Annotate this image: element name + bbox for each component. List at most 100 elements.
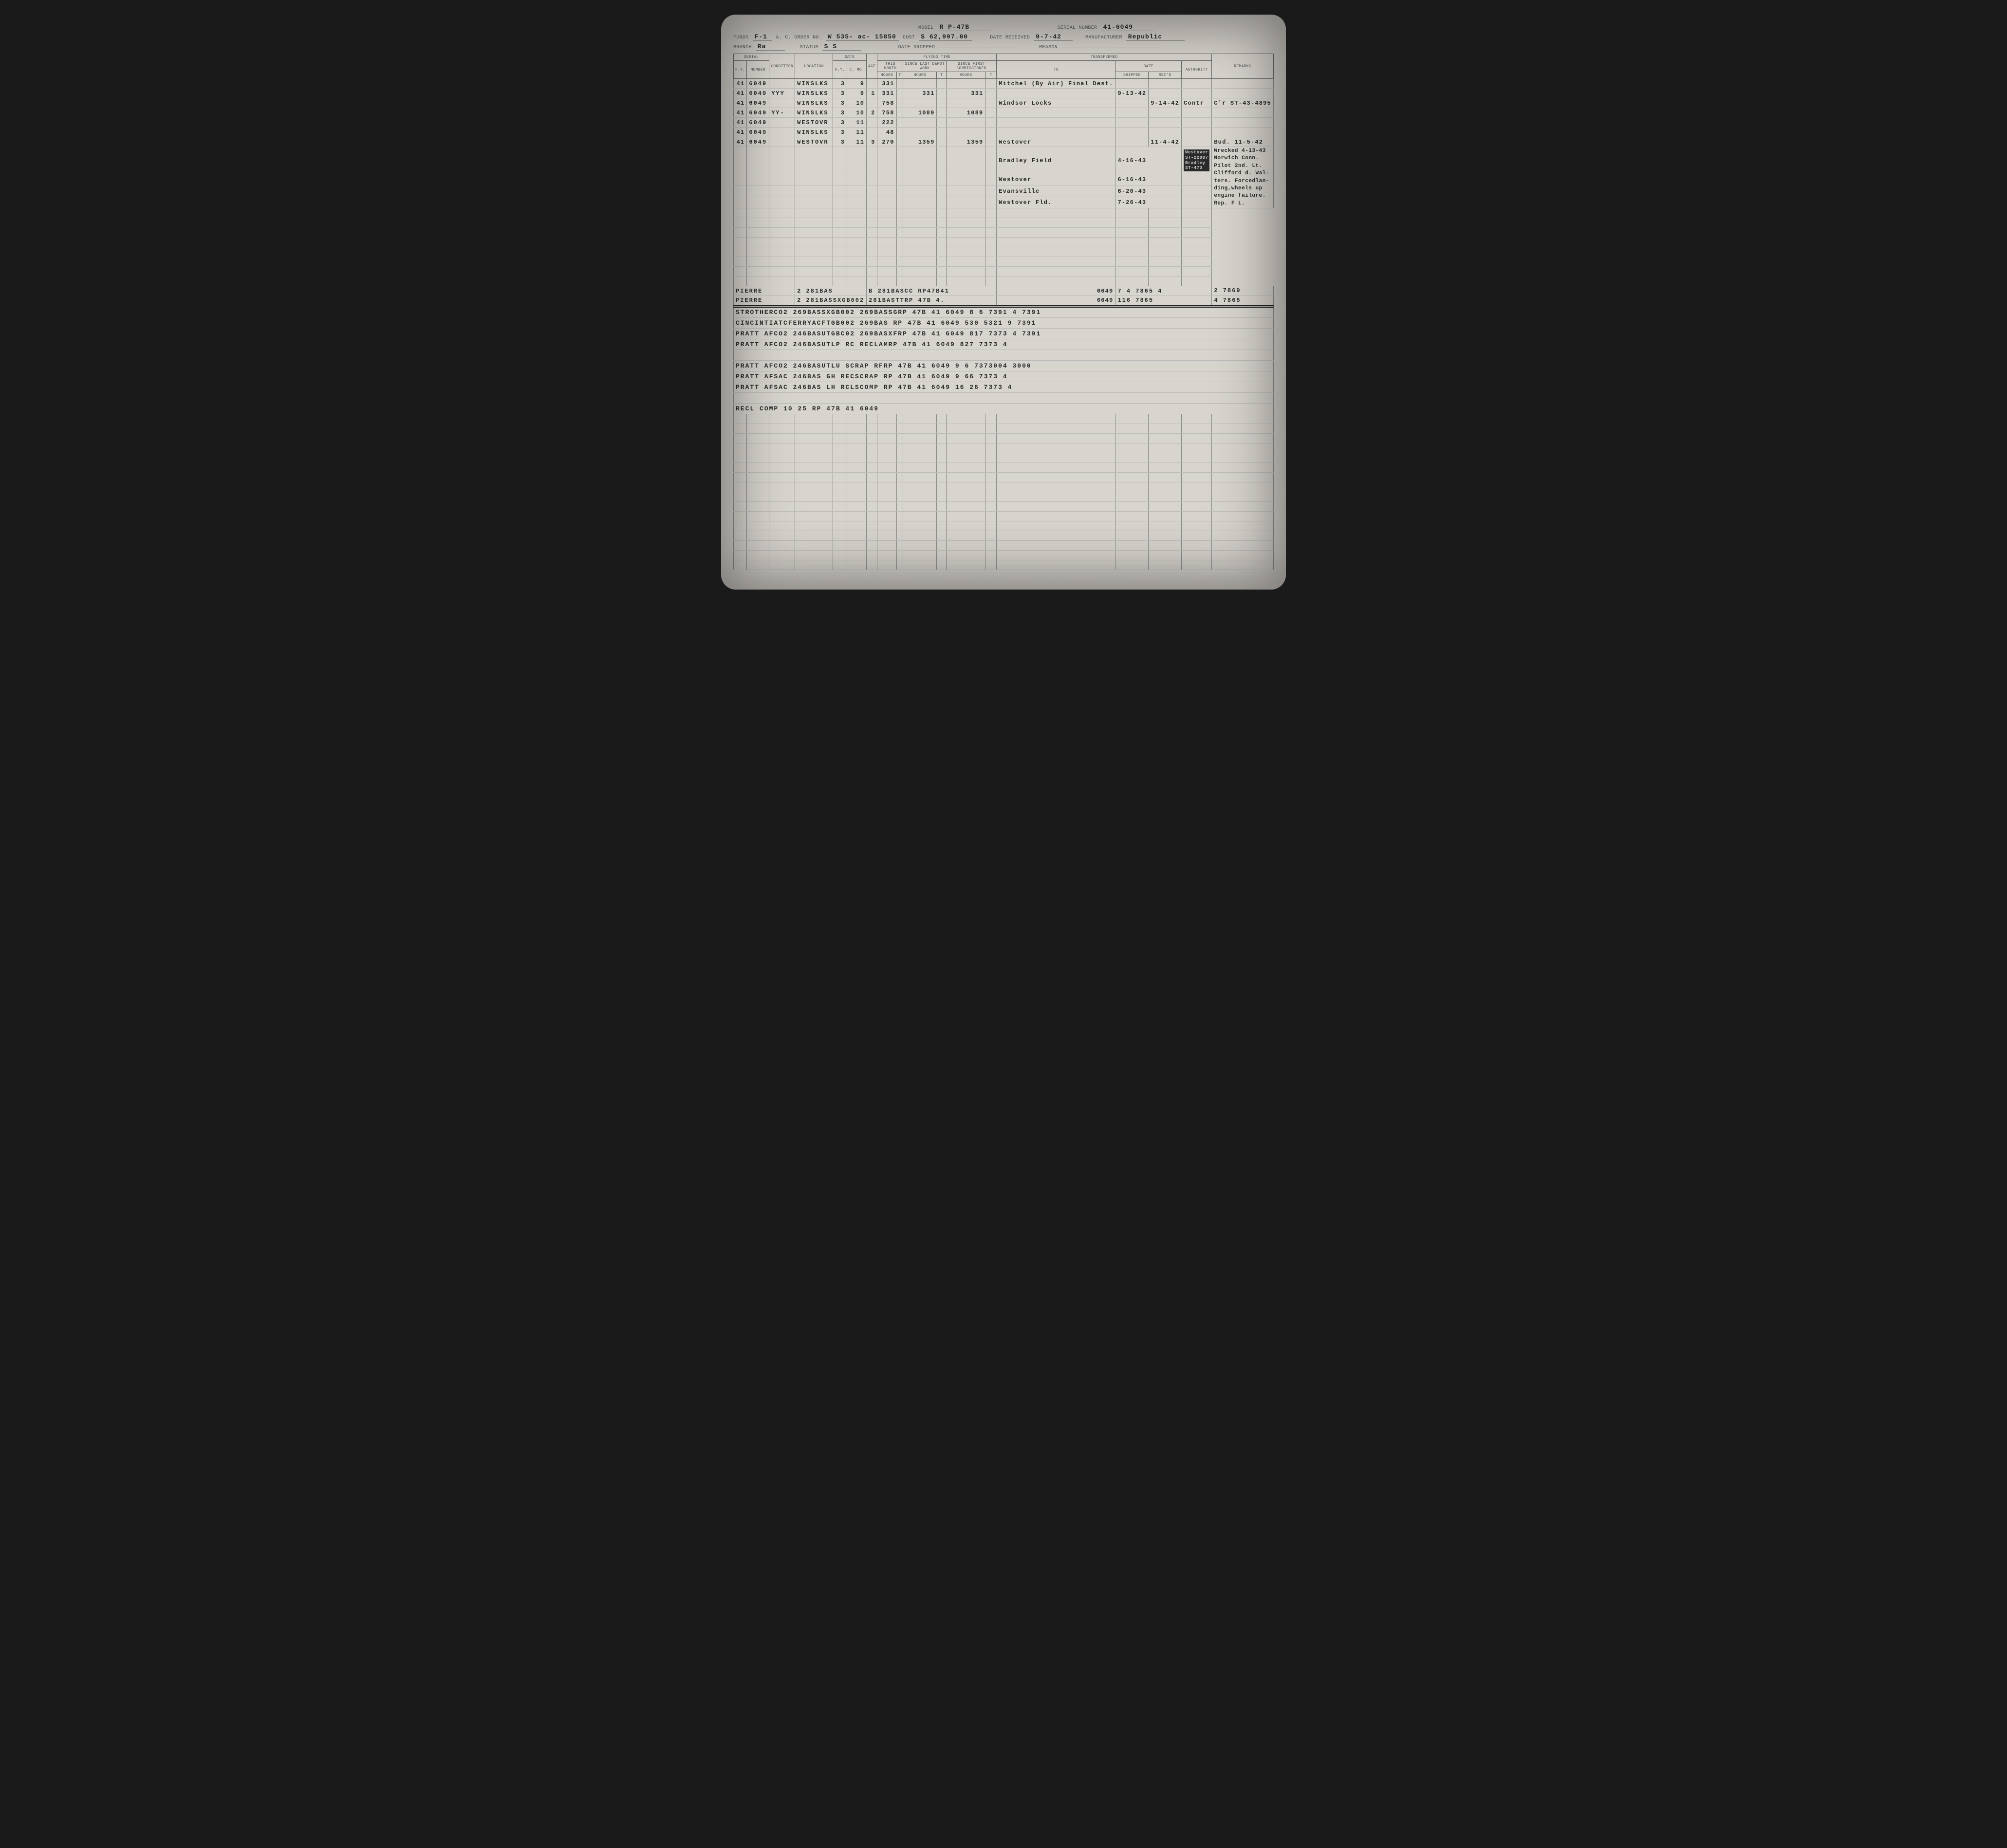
model-value: R P-47B: [938, 23, 991, 31]
table-row: 416049WESTOVR311327013591359Westover11-4…: [734, 137, 1274, 147]
reason-label: REASON: [1039, 45, 1058, 50]
table-row: PIERRE2 281BASSXGB002281BASTTRP 47B 4.60…: [734, 296, 1274, 306]
col-t-1: T: [896, 72, 903, 79]
table-row: [734, 350, 1274, 361]
table-row: [734, 424, 1274, 434]
date-recv-label: DATE RECEIVED: [990, 35, 1030, 40]
table-body-bottom: STROTHERCO2 269BASSXGB002 269BASSGRP 47B…: [734, 307, 1274, 414]
col-since-depot: SINCE LAST DEPOT WORK: [903, 61, 947, 72]
table-row: 416049WINSLKS310758Windsor Locks9-14-42C…: [734, 98, 1274, 108]
table-row: PRATT AFSAC 246BAS GH RECSCRAP RP 47B 41…: [734, 371, 1274, 382]
table-row: [734, 208, 1274, 218]
table-row: Westover Fld.7-26-43: [734, 197, 1274, 208]
col-t-3: T: [985, 72, 997, 79]
serial-label: SERIAL NUMBER: [1058, 25, 1097, 31]
table-body-remarks: [734, 208, 1274, 286]
col-location: LOCATION: [795, 54, 833, 79]
table-body-top: 416049WINSLKS39331Mitchel (By Air) Final…: [734, 79, 1274, 147]
col-date: DATE: [833, 54, 867, 61]
col-t-2: T: [937, 72, 947, 79]
mfr-label: MANUFACTURER: [1085, 35, 1122, 40]
table-row: [734, 453, 1274, 463]
table-row: [734, 551, 1274, 560]
order-label: A. C. ORDER NO.: [776, 35, 822, 40]
stamp: WestoverST-22007BradleyST-473: [1184, 149, 1209, 171]
branch-value: Ra: [756, 43, 785, 51]
status-value: S S: [822, 43, 861, 51]
dropped-label: DATE DROPPED: [898, 45, 935, 50]
col-hours-2: HOURS: [903, 72, 937, 79]
table-header: SERIAL CONDITION LOCATION DATE AGE FLYIN…: [734, 54, 1274, 79]
table-body-transfers: Bradley Field4-16-43WestoverST-22007Brad…: [734, 147, 1274, 208]
model-label: MODEL: [918, 25, 934, 31]
table-row: [734, 492, 1274, 502]
table-row: 416049WESTOVR311222: [734, 118, 1274, 128]
table-row: [734, 247, 1274, 257]
col-hours-3: HOURS: [947, 72, 985, 79]
table-row: CINCINTIATCFERRYACFTGB002 269BAS RP 47B …: [734, 318, 1274, 329]
col-flying: FLYING TIME: [877, 54, 997, 61]
col-remarks: REMARKS: [1212, 54, 1274, 79]
col-shipped: SHIPPED: [1115, 72, 1149, 79]
table-body-pierre: PIERRE2 281BASB 281BASCC RP47B4160497 4 …: [734, 286, 1274, 306]
table-row: [734, 512, 1274, 521]
col-hours-1: HOURS: [877, 72, 896, 79]
table-row: [734, 463, 1274, 473]
col-since-comm: SINCE FIRST COMMISSIONED: [947, 61, 997, 72]
table-row: [734, 444, 1274, 453]
col-fy: F.Y.: [734, 61, 747, 79]
table-row: 416049WINSLKS39331Mitchel (By Air) Final…: [734, 79, 1274, 89]
col-transferred: TRANSFERRED: [997, 54, 1212, 61]
table-row: Evansville6-20-43: [734, 185, 1274, 197]
table-row: Westover6-16-43: [734, 174, 1274, 185]
table-row: STROTHERCO2 269BASSXGB002 269BASSGRP 47B…: [734, 307, 1274, 318]
table-row: [734, 228, 1274, 238]
table-row: [734, 218, 1274, 228]
table-row: PIERRE2 281BASB 281BASCC RP47B4160497 4 …: [734, 286, 1274, 296]
table-row: [734, 482, 1274, 492]
table-row: [734, 473, 1274, 482]
table-row: RECL COMP 10 25 RP 47B 41 6049: [734, 404, 1274, 414]
table-row: [734, 521, 1274, 531]
table-row: [734, 267, 1274, 277]
table-row: [734, 277, 1274, 286]
col-tdate: DATE: [1115, 61, 1182, 72]
table-row: 416049YYYWINSLKS3913313313319-13-42: [734, 89, 1274, 98]
table-row: PRATT AFCO2 246BASUTLU SCRAP RFRP 47B 41…: [734, 361, 1274, 371]
table-row: PRATT AFCO2 246BASUTLP RC RECLAMRP 47B 4…: [734, 339, 1274, 350]
table-row: Bradley Field4-16-43WestoverST-22007Brad…: [734, 147, 1274, 174]
funds-value: F-1: [753, 33, 772, 41]
date-recv-value: 9-7-42: [1034, 33, 1073, 41]
cost-label: COST: [903, 35, 915, 40]
order-value: W 535- ac- 15850: [826, 33, 899, 41]
table-row: [734, 238, 1274, 247]
status-label: STATUS: [800, 45, 818, 50]
remarks-block: Wrecked 4-13-43Norwich Conn.Pilot 2nd. L…: [1212, 147, 1274, 208]
table-row: [734, 257, 1274, 267]
col-this-month: THIS MONTH: [877, 61, 903, 72]
col-number: NUMBER: [747, 61, 769, 79]
col-age: AGE: [867, 54, 877, 79]
funds-label: FUNDS: [733, 35, 749, 40]
table-row: [734, 414, 1274, 424]
cost-value: $ 62,997.00: [919, 33, 972, 41]
card-header: MODEL R P-47B SERIAL NUMBER 41-6049 FUND…: [733, 23, 1274, 51]
serial-value: 41-6049: [1101, 23, 1154, 31]
col-dfy: F.Y.: [833, 61, 847, 79]
table-row: [734, 560, 1274, 570]
col-to: TO: [997, 61, 1115, 79]
table-row: [734, 434, 1274, 444]
table-row: 416049WINSLKS31148: [734, 128, 1274, 137]
table-row: 416049YY-WINSLKS310275810891089: [734, 108, 1274, 118]
col-recd: REC'D: [1149, 72, 1182, 79]
record-table: SERIAL CONDITION LOCATION DATE AGE FLYIN…: [733, 54, 1274, 570]
record-card: MODEL R P-47B SERIAL NUMBER 41-6049 FUND…: [721, 15, 1286, 590]
table-row: [734, 393, 1274, 404]
table-row: [734, 531, 1274, 541]
table-body-blank: [734, 414, 1274, 570]
table-row: [734, 541, 1274, 551]
col-cmo: C. MO.: [847, 61, 867, 79]
col-condition: CONDITION: [769, 54, 795, 79]
table-row: [734, 502, 1274, 512]
table-row: PRATT AFSAC 246BAS LH RCLSCOMP RP 47B 41…: [734, 382, 1274, 393]
